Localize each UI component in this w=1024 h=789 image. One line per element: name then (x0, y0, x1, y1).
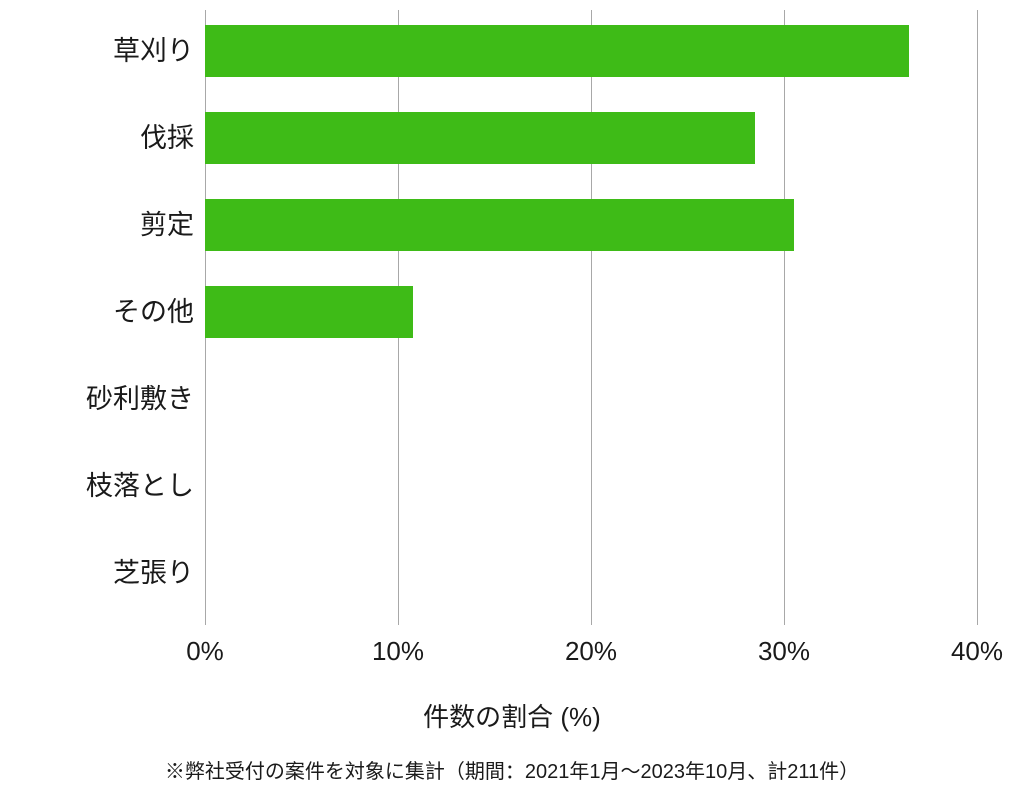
y-axis-category-label: 砂利敷き (0, 386, 194, 413)
y-axis-category-label: その他 (0, 299, 194, 326)
bar-row (205, 25, 909, 77)
y-axis-category-label: 伐採 (0, 125, 194, 152)
x-axis-tick-label: 10% (372, 636, 424, 667)
bar (205, 112, 755, 164)
bar-row (205, 112, 755, 164)
gridline (784, 10, 785, 625)
bar (205, 25, 909, 77)
x-axis-tick-label: 0% (186, 636, 224, 667)
x-axis-label: 件数の割合 (%) (0, 697, 1024, 734)
x-axis-tick-label: 20% (565, 636, 617, 667)
y-axis-category-label: 枝落とし (0, 473, 194, 500)
bar (205, 199, 794, 251)
y-axis-category-label: 剪定 (0, 212, 194, 239)
gridline (977, 10, 978, 625)
x-axis-tick-label: 30% (758, 636, 810, 667)
chart-plot-area (205, 10, 977, 625)
bar-row (205, 286, 413, 338)
y-axis-category-label: 芝張り (0, 560, 194, 587)
y-axis-category-label: 草刈り (0, 38, 194, 65)
chart-footnote: ※弊社受付の案件を対象に集計（期間：2021年1月～2023年10月、計211件… (0, 755, 1024, 784)
gridline (591, 10, 592, 625)
bar (205, 286, 413, 338)
x-axis-tick-label: 40% (951, 636, 1003, 667)
bar-row (205, 199, 794, 251)
